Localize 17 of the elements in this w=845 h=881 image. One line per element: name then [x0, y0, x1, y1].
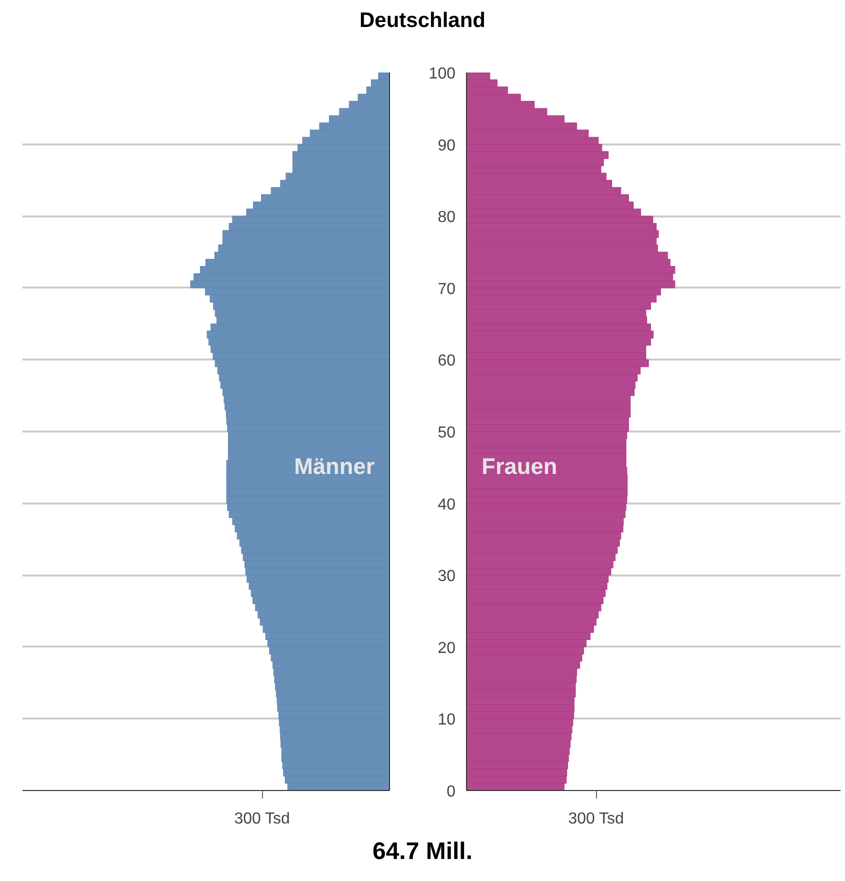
series-label: Männer — [294, 452, 375, 479]
y-tick-label: 30 — [438, 568, 456, 586]
y-tick-label: 10 — [438, 712, 456, 729]
series-label: Frauen — [482, 452, 558, 479]
y-tick-label: 60 — [438, 352, 456, 370]
y-tick-label: 0 — [446, 784, 456, 800]
chart-title: Deutschland — [359, 8, 486, 34]
x-tick-label: 300 Tsd — [568, 810, 624, 828]
y-tick-label: 100 — [428, 66, 456, 82]
y-tick-label: 20 — [438, 640, 456, 657]
y-tick-label: 50 — [438, 424, 456, 442]
y-tick-label: 80 — [438, 209, 456, 226]
y-tick-label: 40 — [438, 496, 456, 514]
text: 64.7 Mill. — [372, 837, 473, 867]
y-tick-label: 70 — [438, 280, 456, 298]
x-tick-label: 300 Tsd — [234, 810, 290, 828]
y-tick-label: 90 — [438, 137, 456, 154]
